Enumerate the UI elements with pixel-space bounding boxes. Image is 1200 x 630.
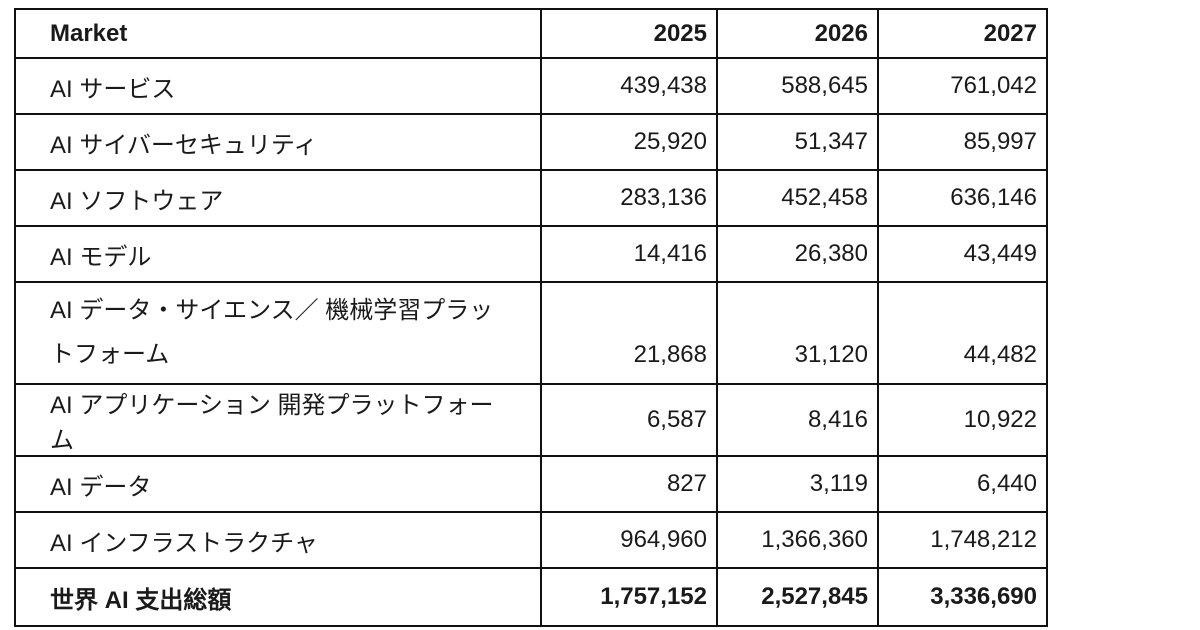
row-value-2027: 636,146 bbox=[877, 169, 1048, 227]
row-value-2026: 1,366,360 bbox=[716, 511, 879, 569]
table-row: AI ソフトウェア 283,136 452,458 636,146 bbox=[14, 169, 1048, 227]
col-header-2027: 2027 bbox=[877, 8, 1048, 59]
table-row: AI モデル 14,416 26,380 43,449 bbox=[14, 225, 1048, 283]
row-value-2025: 14,416 bbox=[540, 225, 718, 283]
row-value-2025: 827 bbox=[540, 455, 718, 513]
row-label: AI サイバーセキュリティ bbox=[14, 113, 542, 171]
table-row: AI サイバーセキュリティ 25,920 51,347 85,997 bbox=[14, 113, 1048, 171]
ai-spending-table: Market 2025 2026 2027 AI サービス 439,438 58… bbox=[14, 8, 1048, 627]
table-row: AI データ 827 3,119 6,440 bbox=[14, 455, 1048, 513]
total-value-2026: 2,527,845 bbox=[716, 567, 879, 627]
row-value-2026: 26,380 bbox=[716, 225, 879, 283]
row-value-2027: 85,997 bbox=[877, 113, 1048, 171]
col-header-2025: 2025 bbox=[540, 8, 718, 59]
row-value-2026: 8,416 bbox=[716, 383, 879, 457]
row-label: AI データ bbox=[14, 455, 542, 513]
col-header-market: Market bbox=[14, 8, 542, 59]
table-total-row: 世界 AI 支出総額 1,757,152 2,527,845 3,336,690 bbox=[14, 567, 1048, 627]
row-value-2026: 51,347 bbox=[716, 113, 879, 171]
table-row: AI アプリケーション 開発プラットフォーム 6,587 8,416 10,92… bbox=[14, 383, 1048, 457]
row-label: AI インフラストラクチャ bbox=[14, 511, 542, 569]
row-label: AI データ・サイエンス／ 機械学習プラットフォーム bbox=[14, 281, 542, 385]
row-value-2025: 964,960 bbox=[540, 511, 718, 569]
row-value-2027: 6,440 bbox=[877, 455, 1048, 513]
row-label: AI モデル bbox=[14, 225, 542, 283]
row-value-2027: 43,449 bbox=[877, 225, 1048, 283]
row-value-2025: 439,438 bbox=[540, 57, 718, 115]
total-label: 世界 AI 支出総額 bbox=[14, 567, 542, 627]
row-value-2026: 452,458 bbox=[716, 169, 879, 227]
row-value-2027: 44,482 bbox=[877, 281, 1048, 385]
row-label: AI アプリケーション 開発プラットフォーム bbox=[14, 383, 542, 457]
row-label: AI サービス bbox=[14, 57, 542, 115]
table-header-row: Market 2025 2026 2027 bbox=[14, 8, 1048, 59]
row-value-2027: 10,922 bbox=[877, 383, 1048, 457]
row-value-2026: 588,645 bbox=[716, 57, 879, 115]
row-value-2027: 761,042 bbox=[877, 57, 1048, 115]
row-value-2027: 1,748,212 bbox=[877, 511, 1048, 569]
row-value-2025: 6,587 bbox=[540, 383, 718, 457]
total-value-2025: 1,757,152 bbox=[540, 567, 718, 627]
row-label: AI ソフトウェア bbox=[14, 169, 542, 227]
table-row: AI インフラストラクチャ 964,960 1,366,360 1,748,21… bbox=[14, 511, 1048, 569]
row-value-2025: 25,920 bbox=[540, 113, 718, 171]
row-value-2025: 21,868 bbox=[540, 281, 718, 385]
table-row: AI サービス 439,438 588,645 761,042 bbox=[14, 57, 1048, 115]
total-value-2027: 3,336,690 bbox=[877, 567, 1048, 627]
row-value-2026: 31,120 bbox=[716, 281, 879, 385]
row-value-2025: 283,136 bbox=[540, 169, 718, 227]
col-header-2026: 2026 bbox=[716, 8, 879, 59]
table-row: AI データ・サイエンス／ 機械学習プラットフォーム 21,868 31,120… bbox=[14, 281, 1048, 385]
row-value-2026: 3,119 bbox=[716, 455, 879, 513]
